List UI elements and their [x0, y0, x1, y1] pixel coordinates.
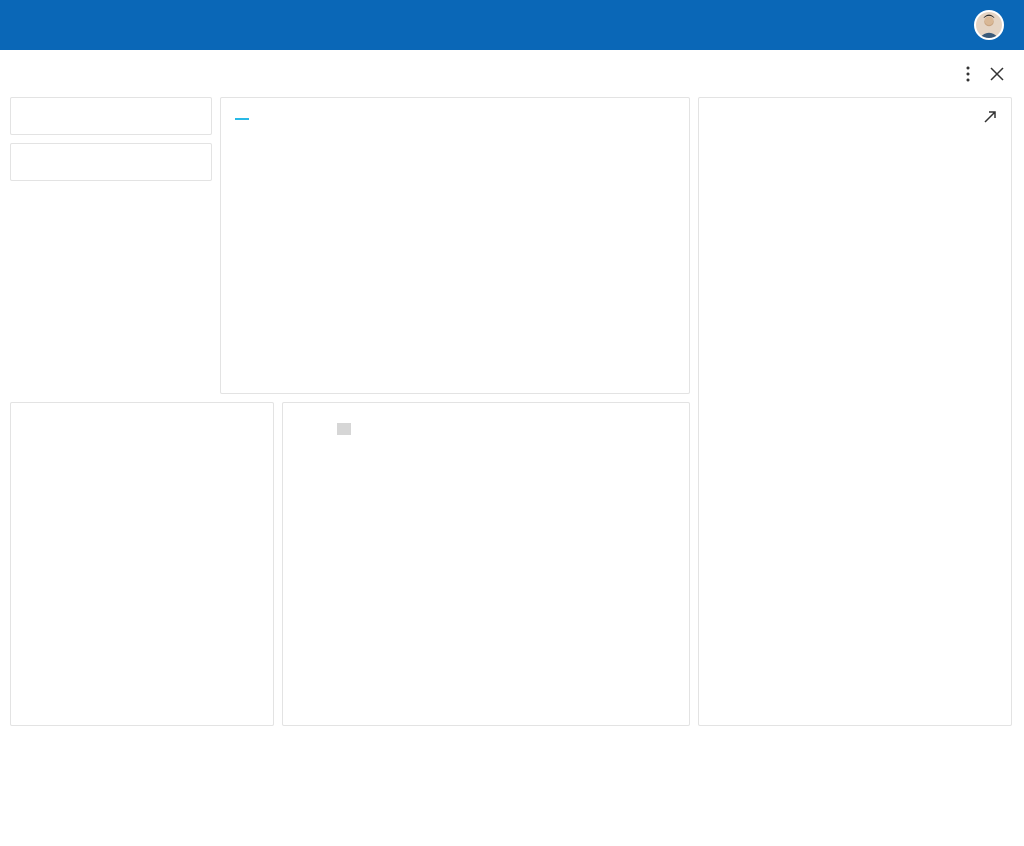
user-avatar[interactable] — [974, 10, 1004, 40]
department-card — [10, 402, 274, 726]
world-map — [297, 443, 675, 713]
title-actions — [966, 66, 1004, 87]
expand-icon[interactable] — [983, 110, 997, 129]
title-bar — [0, 50, 1024, 97]
expenses-card — [10, 143, 212, 181]
pl-header — [713, 110, 1005, 129]
app-header — [0, 0, 1024, 50]
legend-item — [235, 118, 254, 120]
map-wrap — [297, 443, 675, 713]
margin-card — [220, 97, 690, 394]
more-icon[interactable] — [966, 66, 970, 87]
left-column — [10, 97, 212, 394]
nodata-swatch — [337, 423, 351, 435]
donut-chart — [25, 447, 259, 647]
country-legend — [297, 423, 675, 435]
line-swatch — [235, 118, 249, 120]
close-icon[interactable] — [990, 67, 1004, 86]
margin-legend — [235, 118, 675, 120]
revenue-card — [10, 97, 212, 135]
donut-wrap — [25, 447, 259, 647]
top-nav — [908, 10, 1004, 40]
dashboard-grid — [0, 97, 1024, 736]
profit-loss-card — [698, 97, 1012, 726]
margin-chart — [235, 126, 675, 376]
country-card — [282, 402, 690, 726]
